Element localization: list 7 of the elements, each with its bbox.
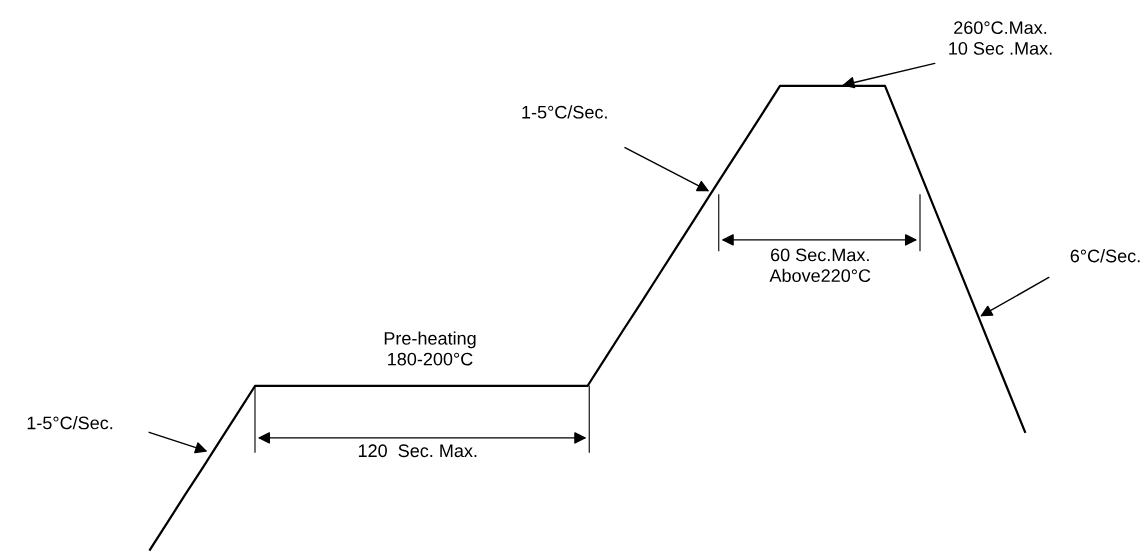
annotation: 60 Sec.Max. Above220°C bbox=[769, 248, 871, 283]
annotation: 120 Sec. Max. bbox=[358, 444, 477, 458]
text: 260°C.Max. 10 Sec .Max. bbox=[949, 21, 1052, 55]
annotation: Pre-heating 180-200°C bbox=[384, 331, 476, 366]
text: 1-5°C/Sec. bbox=[27, 416, 113, 430]
text: 6°C/Sec. bbox=[1070, 249, 1140, 263]
annotation: 1-5°C/Sec. bbox=[522, 105, 607, 119]
